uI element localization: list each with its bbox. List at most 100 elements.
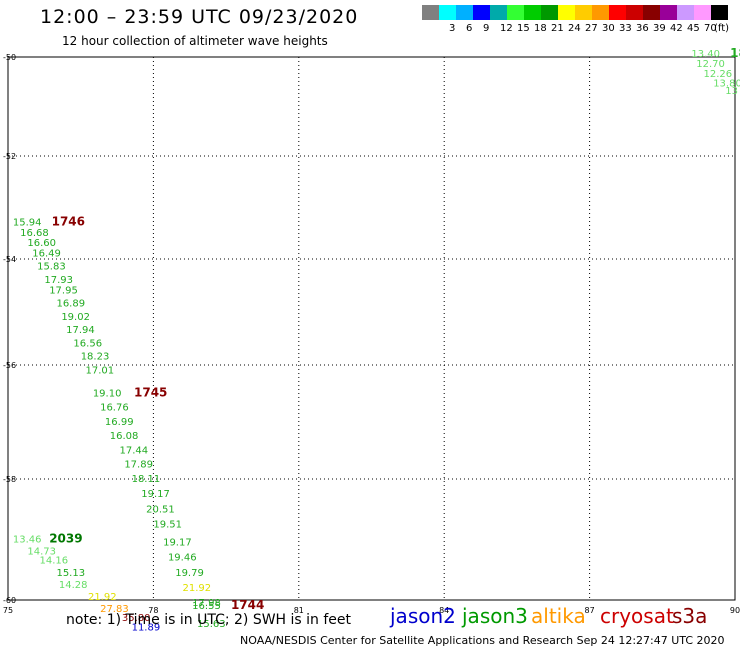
legend-label: 42 [670, 23, 683, 34]
legend-label: 6 [466, 23, 473, 34]
wave-height-label: 12.70 [696, 59, 725, 70]
wave-height-label: 16.60 [27, 238, 56, 249]
legend-label: 70 [704, 23, 717, 34]
legend-swatch [439, 5, 456, 20]
track-time-label: 18 [730, 46, 740, 60]
track-time-label: 1745 [134, 385, 167, 399]
wave-height-label: 19.51 [153, 519, 182, 530]
wave-height-label: 17.44 [119, 445, 148, 456]
wave-height-label: 21.92 [182, 583, 211, 594]
wave-height-label: 16.08 [110, 431, 139, 442]
legend-swatch [541, 5, 558, 20]
wave-height-label: 17.98 [192, 598, 221, 609]
wave-height-label: 11.89 [132, 622, 161, 633]
satellite-jason2: jason2 [390, 604, 456, 628]
lat-tick-label: -54 [3, 255, 16, 264]
wave-height-label: 20.51 [146, 504, 175, 515]
track-time-label: 2039 [49, 532, 82, 546]
map-frame [7, 56, 736, 601]
wave-height-label: 13.80 [713, 79, 740, 90]
wave-height-label: 17.01 [86, 366, 115, 377]
lat-tick-label: -50 [3, 53, 16, 62]
legend-label: 36 [636, 23, 649, 34]
wave-height-label: 12.26 [703, 69, 732, 80]
wave-height-label: 14.73 [27, 547, 56, 558]
wave-height-label: 19.02 [61, 312, 90, 323]
legend-swatch [575, 5, 592, 20]
lon-tick-label: 90 [730, 606, 740, 615]
lat-tick-label: -56 [3, 361, 16, 370]
wave-height-label: 16.55 [192, 601, 221, 612]
wave-height-label: 19.17 [163, 538, 192, 549]
legend-label: 30 [602, 23, 615, 34]
wave-height-label: 14.16 [40, 556, 69, 567]
wave-height-label: 18.11 [132, 474, 161, 485]
legend-swatch [643, 5, 660, 20]
wave-height-label: 17.94 [66, 325, 95, 336]
wave-height-label: 18.23 [81, 352, 110, 363]
lon-tick-label: 78 [148, 606, 158, 615]
legend-label: 15 [517, 23, 530, 34]
satellite-jason3: jason3 [462, 604, 528, 628]
lat-tick-label: -52 [3, 152, 16, 161]
legend-label: 27 [585, 23, 598, 34]
credit-line: NOAA/NESDIS Center for Satellite Applica… [240, 634, 725, 647]
legend-swatch [660, 5, 677, 20]
legend-swatch [694, 5, 711, 20]
legend-swatch [507, 5, 524, 20]
legend-label: 18 [534, 23, 547, 34]
legend-label: 9 [483, 23, 490, 34]
wave-height-label: 17.89 [124, 460, 153, 471]
lon-tick-label: 75 [3, 606, 13, 615]
lon-tick-label: 87 [585, 606, 595, 615]
legend-label: 12 [500, 23, 513, 34]
track-time-label: 1744 [231, 598, 264, 612]
wave-height-label: 16.68 [20, 228, 49, 239]
wave-height-label: 35.80 [122, 613, 151, 624]
satellite-s3a: s3a [672, 604, 708, 628]
lat-tick-label: -60 [3, 596, 16, 605]
map-subtitle: 12 hour collection of altimeter wave hei… [62, 34, 328, 48]
legend-label: 24 [568, 23, 581, 34]
wave-height-label: 19.46 [168, 553, 197, 564]
wave-height-label: 16.89 [56, 299, 85, 310]
wave-height-label: 15.83 [37, 262, 66, 273]
wave-height-label: 19.10 [93, 388, 122, 399]
wave-height-label: 15.94 [13, 218, 42, 229]
wave-height-label: 16.49 [32, 248, 61, 259]
legend-swatch [473, 5, 490, 20]
satellite-cryosat: cryosat [600, 604, 674, 628]
legend-unit: (ft) [714, 23, 730, 34]
wave-height-label: 15.13 [56, 568, 85, 579]
legend-swatch [456, 5, 473, 20]
wave-height-label: 17.95 [49, 285, 78, 296]
legend-swatch [711, 5, 728, 20]
wave-height-label: 27.83 [100, 604, 129, 615]
footer-note: note: 1) Time is in UTC; 2) SWH is in fe… [66, 612, 352, 628]
legend-label: 21 [551, 23, 564, 34]
wave-height-label: 17.93 [44, 275, 73, 286]
legend-label: 45 [687, 23, 700, 34]
wave-height-label: 15.63 [197, 619, 226, 630]
legend-swatch [524, 5, 541, 20]
wave-height-label: 16.76 [100, 403, 129, 414]
legend-swatch [422, 5, 439, 20]
legend-swatch [558, 5, 575, 20]
legend-swatch [609, 5, 626, 20]
legend-label: 3 [449, 23, 456, 34]
wave-height-label: 19.17 [141, 489, 170, 500]
satellite-altika: altika [531, 604, 586, 628]
track-time-label: 1746 [52, 215, 85, 229]
wave-height-label: 16.56 [73, 338, 102, 349]
wave-height-label: 13.46 [13, 535, 42, 546]
wave-height-label: 13.40 [691, 49, 720, 60]
lat-tick-label: -58 [3, 475, 16, 484]
legend-swatch [592, 5, 609, 20]
wave-height-label: 13 [725, 86, 738, 97]
wave-height-label: 16.99 [105, 417, 134, 428]
wave-height-label: 14.28 [59, 580, 88, 591]
lon-tick-label: 81 [294, 606, 304, 615]
wave-height-label: 21.92 [88, 592, 117, 603]
legend-swatch [490, 5, 507, 20]
